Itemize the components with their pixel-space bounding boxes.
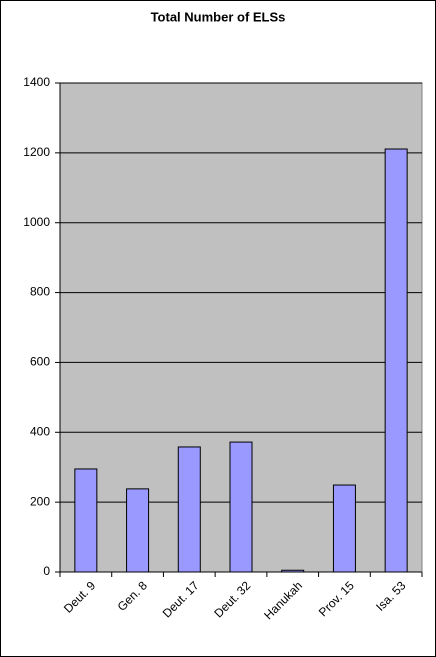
y-tick-label: 400 <box>30 424 50 438</box>
y-tick-label: 1200 <box>23 145 50 159</box>
bar <box>281 569 305 573</box>
bar <box>126 488 150 573</box>
bar <box>332 484 356 573</box>
y-tick-label: 1400 <box>23 75 50 89</box>
chart-title: Total Number of ELSs <box>151 9 286 24</box>
bar <box>74 468 98 573</box>
y-tick-label: 200 <box>30 494 50 508</box>
bar <box>177 446 201 573</box>
y-tick-label: 800 <box>30 285 50 299</box>
y-tick-label: 1000 <box>23 215 50 229</box>
y-tick-label: 0 <box>43 564 50 578</box>
bar <box>384 148 408 573</box>
y-tick-label: 600 <box>30 355 50 369</box>
bar <box>229 441 253 573</box>
